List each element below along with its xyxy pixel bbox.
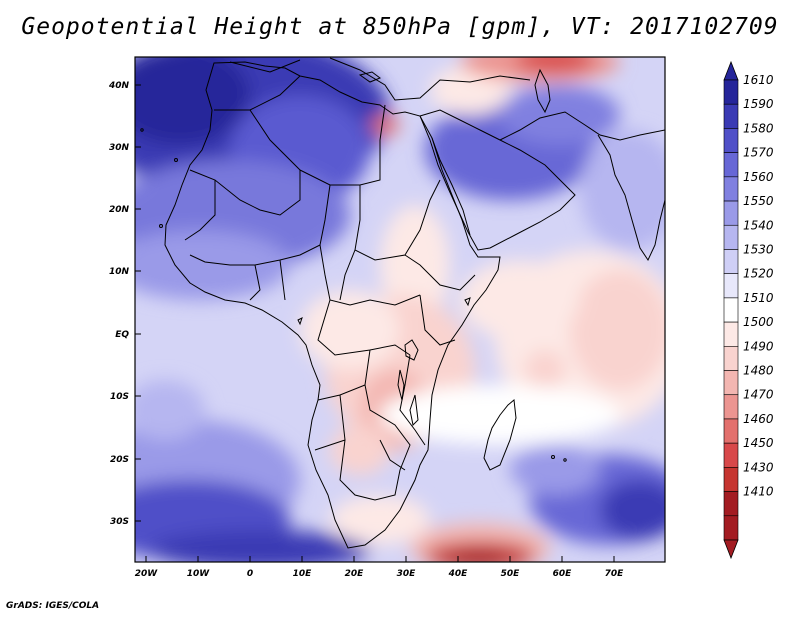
- colorbar-label: 1460: [743, 412, 774, 426]
- colorbar-label: 1610: [743, 73, 774, 87]
- colorbar-label: 1520: [743, 267, 774, 281]
- colorbar-swatch: [723, 200, 739, 226]
- colorbar-label: 1410: [743, 485, 774, 499]
- colorbar-swatch: [723, 79, 739, 105]
- colorbar-swatch: [723, 224, 739, 250]
- colorbar-swatch: [723, 442, 739, 468]
- colorbar-swatch: [723, 176, 739, 202]
- colorbar-swatch: [723, 467, 739, 492]
- colorbar-swatch: [723, 418, 739, 444]
- colorbar-swatch: [723, 152, 739, 178]
- colorbar: 1610 1590 1580 1570 1560 1550 1540 1530 1520 1510…: [723, 60, 774, 560]
- colorbar-swatch: [723, 346, 739, 371]
- lon-label: 40E: [448, 569, 469, 579]
- lon-label: 50E: [501, 569, 521, 579]
- colorbar-swatch: [723, 491, 739, 517]
- colorbar-swatch: [723, 249, 739, 274]
- map-title: Geopotential Height at 850hPa [gpm], VT:…: [21, 14, 779, 40]
- lat-labels: 40N 30N 20N 10N EQ 10S 20S 30S: [108, 81, 130, 527]
- colorbar-swatch: [723, 103, 739, 129]
- colorbar-label: 1450: [743, 436, 774, 450]
- lat-label: 20N: [109, 205, 130, 215]
- colorbar-swatch: [723, 273, 739, 299]
- lat-ticks: [135, 84, 141, 522]
- colorbar-label: 1430: [743, 460, 774, 474]
- colorbar-swatch: [723, 297, 739, 323]
- lat-label: 20S: [110, 455, 129, 465]
- colorbar-low-cap: [723, 539, 739, 560]
- lat-label: 30S: [110, 517, 129, 527]
- lat-label: 10S: [110, 392, 129, 402]
- colorbar-label: 1570: [743, 146, 774, 160]
- lon-label: 20W: [135, 569, 159, 579]
- colorbar-swatch: [723, 394, 739, 420]
- colorbar-label: 1560: [743, 170, 774, 184]
- colorbar-label: 1470: [743, 388, 774, 402]
- lon-label: 70E: [605, 569, 625, 579]
- colorbar-label: 1580: [743, 121, 774, 135]
- colorbar-swatch: [723, 321, 739, 347]
- lon-label: 60E: [553, 569, 573, 579]
- lon-ticks: [145, 556, 615, 562]
- coastlines: [140, 57, 665, 549]
- colorbar-label: 1500: [743, 315, 774, 329]
- lat-label: EQ: [115, 330, 129, 340]
- colorbar-label: 1590: [743, 97, 774, 111]
- lon-label: 10E: [293, 569, 313, 579]
- lon-label: 30E: [397, 569, 417, 579]
- colorbar-swatch: [723, 370, 739, 396]
- lon-labels: 20W 10W 0 10E 20E 30E 40E 50E 60E 70E: [135, 569, 624, 579]
- grads-credit: GrADS: IGES/COLA: [6, 601, 100, 611]
- lon-label: 20E: [345, 569, 365, 579]
- lat-label: 40N: [108, 81, 130, 91]
- colorbar-swatch: [723, 515, 739, 541]
- colorbar-label: 1540: [743, 218, 774, 232]
- geopotential-field: [135, 57, 665, 562]
- colorbar-high-cap: [723, 60, 739, 81]
- lon-label: 0: [247, 569, 253, 579]
- colorbar-label: 1480: [743, 364, 774, 378]
- lat-label: 10N: [109, 267, 130, 277]
- lat-label: 30N: [109, 143, 130, 153]
- colorbar-label: 1490: [743, 339, 774, 353]
- colorbar-swatch: [723, 128, 739, 153]
- colorbar-label: 1530: [743, 242, 774, 256]
- map-frame: [134, 56, 666, 563]
- colorbar-label: 1510: [743, 291, 774, 305]
- colorbar-label: 1550: [743, 194, 774, 208]
- lon-label: 10W: [187, 569, 211, 579]
